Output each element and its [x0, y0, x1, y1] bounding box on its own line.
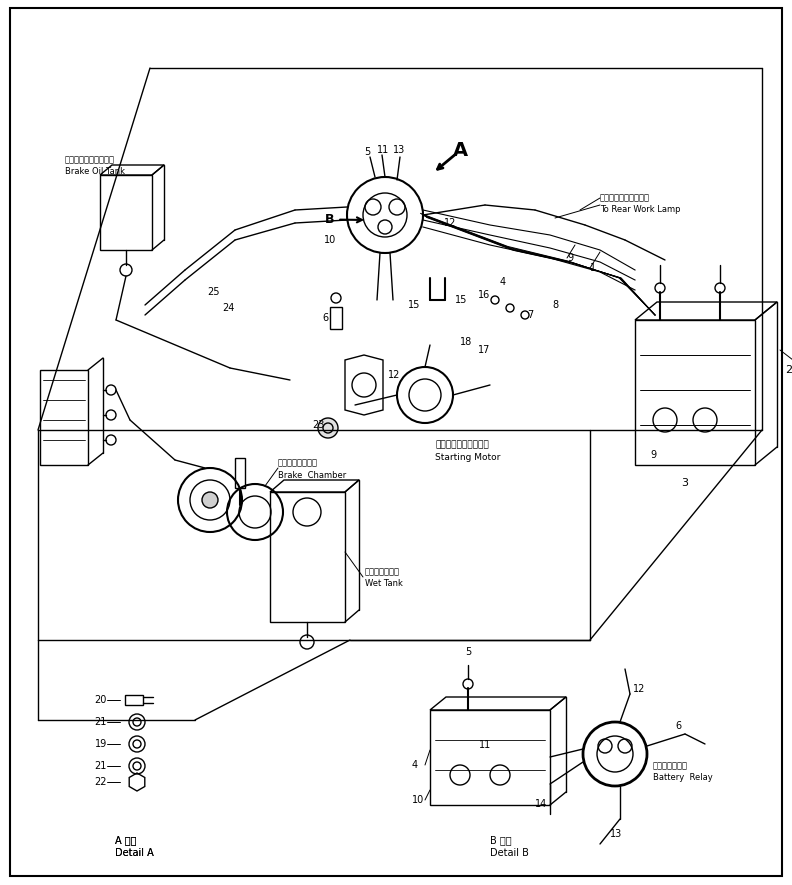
- Bar: [635, 320, 755, 465]
- Text: 4: 4: [500, 277, 506, 287]
- Bar: [100, 175, 152, 250]
- Text: バッテリリレー: バッテリリレー: [653, 761, 688, 771]
- Text: 9: 9: [650, 450, 656, 460]
- Text: 6: 6: [322, 313, 328, 323]
- Text: 6: 6: [675, 721, 681, 731]
- Bar: [125, 695, 143, 705]
- Text: A: A: [452, 141, 467, 159]
- Text: A 詳細: A 詳細: [115, 835, 136, 845]
- Text: 24: 24: [222, 303, 234, 313]
- Text: 21: 21: [94, 761, 107, 771]
- Text: 12: 12: [444, 218, 456, 228]
- Circle shape: [202, 492, 218, 508]
- Text: 20: 20: [94, 695, 107, 705]
- Text: Starting Motor: Starting Motor: [435, 453, 501, 463]
- Text: 5: 5: [364, 147, 370, 157]
- Text: 5: 5: [465, 647, 471, 657]
- Bar: [270, 492, 345, 622]
- Text: 10: 10: [412, 795, 425, 805]
- Text: Detail B: Detail B: [490, 848, 529, 858]
- Text: Brake Oil Tank: Brake Oil Tank: [65, 167, 125, 176]
- Text: 13: 13: [610, 829, 623, 839]
- Bar: [235, 458, 245, 488]
- Text: スターティングモータ: スターティングモータ: [435, 441, 489, 450]
- Text: 11: 11: [377, 145, 389, 155]
- Text: 21: 21: [94, 717, 107, 727]
- Text: B: B: [325, 213, 362, 226]
- Text: Battery  Relay: Battery Relay: [653, 773, 713, 782]
- Text: Detail A: Detail A: [115, 848, 154, 858]
- Text: To Rear Work Lamp: To Rear Work Lamp: [600, 205, 680, 214]
- Text: リヤーワークランプへ: リヤーワークランプへ: [600, 194, 650, 203]
- Text: 22: 22: [94, 777, 107, 787]
- Text: 11: 11: [479, 740, 491, 750]
- Text: Brake  Chamber: Brake Chamber: [278, 471, 346, 480]
- Text: ウェットタンク: ウェットタンク: [365, 567, 400, 576]
- Bar: [40, 370, 88, 465]
- Text: Detail A: Detail A: [115, 848, 154, 858]
- Text: Wet Tank: Wet Tank: [365, 580, 403, 589]
- Text: 17: 17: [478, 345, 490, 355]
- Text: ブレーキオイルタンク: ブレーキオイルタンク: [65, 156, 115, 165]
- Text: 15: 15: [455, 295, 467, 305]
- Text: 3: 3: [681, 478, 688, 488]
- Text: 25: 25: [207, 287, 219, 297]
- Text: 12: 12: [388, 370, 401, 380]
- Text: 15: 15: [408, 300, 421, 310]
- Text: A 詳細: A 詳細: [115, 835, 136, 845]
- Bar: [430, 710, 550, 805]
- Text: 23: 23: [312, 420, 325, 430]
- Text: B 詳細: B 詳細: [490, 835, 512, 845]
- Text: 1: 1: [590, 263, 596, 273]
- Text: 7: 7: [527, 310, 533, 320]
- Text: ブレーキチャンバ: ブレーキチャンバ: [278, 458, 318, 467]
- Text: 10: 10: [324, 235, 336, 245]
- Text: 18: 18: [460, 337, 472, 347]
- Text: 9: 9: [567, 253, 573, 263]
- Text: 19: 19: [95, 739, 107, 749]
- Text: 16: 16: [478, 290, 490, 300]
- Text: 13: 13: [393, 145, 406, 155]
- Circle shape: [318, 418, 338, 438]
- Text: 12: 12: [633, 684, 645, 694]
- Bar: [330, 307, 342, 329]
- Text: 8: 8: [552, 300, 558, 310]
- Text: 14: 14: [535, 799, 547, 809]
- Text: 2: 2: [785, 365, 792, 375]
- Text: 4: 4: [412, 760, 418, 770]
